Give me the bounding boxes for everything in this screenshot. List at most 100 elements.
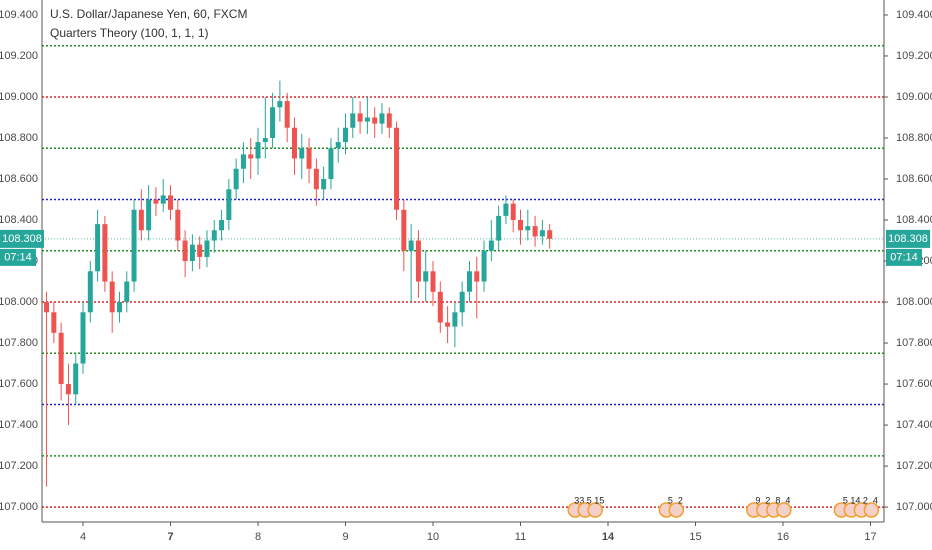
candle-body	[313, 168, 319, 190]
y-tick-label: 107.400	[0, 419, 38, 431]
y-tick-label: 108.000	[896, 296, 932, 308]
chart-title: U.S. Dollar/Japanese Yen, 60, FXCM	[50, 7, 247, 21]
candle-body	[496, 215, 502, 241]
candle-body	[277, 101, 283, 108]
event-icon	[776, 502, 792, 518]
event-label: 14	[850, 495, 860, 505]
y-tick-label: 107.200	[896, 460, 932, 472]
candle-body	[284, 101, 290, 128]
candle-body	[58, 332, 64, 385]
y-tick-label: 109.400	[0, 9, 38, 21]
event-label: 5	[843, 495, 848, 505]
candle-body	[211, 230, 217, 241]
candle-body	[80, 312, 86, 364]
candle-body	[168, 195, 174, 210]
countdown-label: 07:14	[890, 251, 918, 263]
event-label: 2	[863, 495, 868, 505]
countdown-tag	[886, 248, 922, 266]
countdown-label: 07:14	[4, 251, 32, 263]
price-tag-label: 108.308	[888, 233, 928, 245]
price-tag	[0, 229, 44, 248]
candle-body	[131, 209, 137, 282]
candle-body	[270, 107, 276, 138]
y-tick-label: 107.800	[896, 337, 932, 349]
x-tick-label: 15	[689, 531, 701, 543]
candle-body	[488, 240, 494, 251]
candle-body	[102, 224, 108, 282]
y-tick-label: 109.400	[896, 9, 932, 21]
candle-body	[525, 226, 531, 231]
price-tag-label: 108.308	[2, 233, 42, 245]
candle-body	[240, 154, 246, 169]
candle-body	[255, 142, 261, 159]
event-label: 33	[574, 495, 584, 505]
candle-body	[175, 209, 181, 241]
event-label: 8	[775, 495, 780, 505]
x-tick-label: 16	[777, 531, 789, 543]
event-label: 2	[765, 495, 770, 505]
y-tick-label: 107.000	[896, 501, 932, 513]
candle-body	[291, 127, 297, 159]
indicator-label: Quarters Theory (100, 1, 1, 1)	[50, 26, 209, 40]
y-tick-label: 109.000	[0, 91, 38, 103]
event-label: 2	[678, 495, 683, 505]
event-icon	[668, 502, 685, 518]
y-tick-label: 108.400	[896, 214, 932, 226]
candle-body	[73, 363, 79, 395]
event-label: 9	[755, 495, 760, 505]
candle-body	[233, 168, 239, 190]
candle-body	[547, 230, 553, 239]
candle-body	[182, 240, 188, 262]
candle-body	[189, 244, 195, 262]
x-tick-label: 17	[864, 531, 876, 543]
event-label: 4	[785, 495, 790, 505]
candle-body	[408, 240, 414, 251]
candle-body	[445, 322, 451, 327]
candle-body	[386, 113, 392, 128]
candle-body	[466, 271, 472, 292]
candle-body	[160, 195, 166, 204]
y-tick-label: 109.200	[896, 50, 932, 62]
y-tick-label: 107.200	[0, 460, 38, 472]
candle-body	[532, 226, 538, 237]
y-tick-label: 108.600	[896, 173, 932, 185]
candle-body	[95, 224, 101, 272]
candle-body	[51, 312, 57, 333]
event-label: 15	[594, 495, 604, 505]
x-tick-label: 7	[167, 531, 173, 543]
event-label: 4	[873, 495, 878, 505]
candle-body	[452, 312, 458, 327]
event-label: 5	[587, 495, 592, 505]
candle-body	[503, 203, 509, 216]
y-tick-label: 108.400	[0, 214, 38, 226]
candle-body	[226, 189, 232, 221]
x-tick-label: 14	[602, 531, 615, 543]
y-tick-label: 108.800	[0, 132, 38, 144]
countdown-tag	[0, 248, 36, 266]
candle-body	[87, 271, 93, 313]
event-icon	[863, 502, 880, 518]
y-tick-label: 107.400	[896, 419, 932, 431]
y-tick-label: 107.600	[896, 378, 932, 390]
candle-body	[437, 291, 443, 323]
x-tick-label: 10	[427, 531, 439, 543]
y-tick-label: 108.000	[0, 296, 38, 308]
candle-body	[197, 244, 203, 257]
candle-body	[146, 199, 152, 231]
candle-body	[44, 302, 50, 313]
candle-body	[350, 113, 356, 128]
candle-body	[138, 209, 144, 231]
candle-body	[539, 230, 545, 237]
candle-body	[328, 148, 334, 180]
candle-body	[299, 148, 305, 159]
y-tick-label: 107.800	[0, 337, 38, 349]
candle-body	[364, 117, 370, 122]
candle-body	[306, 148, 312, 169]
candle-body	[423, 271, 429, 282]
y-tick-label: 107.000	[0, 501, 38, 513]
candle-body	[372, 117, 378, 124]
event-label: 5	[668, 495, 673, 505]
candle-body	[401, 209, 407, 251]
